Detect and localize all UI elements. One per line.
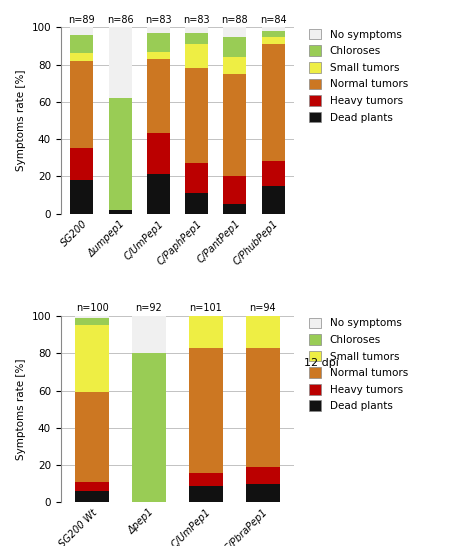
Bar	[70, 54, 93, 61]
Y-axis label: Symptoms rate [%]: Symptoms rate [%]	[16, 358, 26, 460]
Bar	[223, 37, 247, 57]
Text: 12 dpi: 12 dpi	[304, 358, 339, 367]
Bar	[75, 316, 109, 318]
Text: n=86: n=86	[107, 15, 134, 25]
Text: n=83: n=83	[183, 15, 210, 25]
Bar	[223, 204, 247, 213]
Text: n=94: n=94	[249, 303, 276, 313]
Bar	[108, 210, 132, 213]
Bar	[147, 33, 170, 51]
Text: n=100: n=100	[76, 303, 108, 313]
Bar	[185, 44, 208, 68]
Bar	[262, 31, 285, 37]
Legend: No symptoms, Chloroses, Small tumors, Normal tumors, Heavy tumors, Dead plants: No symptoms, Chloroses, Small tumors, No…	[309, 318, 408, 411]
Bar	[108, 27, 132, 98]
Bar	[185, 163, 208, 193]
Bar	[262, 37, 285, 44]
Text: n=83: n=83	[145, 15, 172, 25]
Text: n=84: n=84	[260, 15, 286, 25]
Bar	[70, 180, 93, 213]
Bar	[185, 27, 208, 33]
Bar	[75, 482, 109, 491]
Bar	[223, 176, 247, 204]
Bar	[262, 27, 285, 31]
Bar	[246, 467, 280, 484]
Bar	[185, 193, 208, 213]
Bar	[147, 51, 170, 59]
Text: n=89: n=89	[69, 15, 95, 25]
Bar	[70, 61, 93, 149]
Bar	[75, 318, 109, 325]
Bar	[147, 59, 170, 133]
Bar	[185, 33, 208, 44]
Text: n=92: n=92	[135, 303, 163, 313]
Text: n=88: n=88	[221, 15, 248, 25]
Bar	[246, 348, 280, 467]
Bar	[75, 325, 109, 393]
Bar	[246, 316, 280, 348]
Bar	[246, 484, 280, 502]
Bar	[223, 74, 247, 176]
Bar	[147, 175, 170, 213]
Bar	[132, 353, 166, 502]
Bar	[189, 472, 223, 485]
Bar	[189, 348, 223, 472]
Bar	[262, 162, 285, 186]
Bar	[132, 316, 166, 353]
Bar	[262, 186, 285, 213]
Text: n=101: n=101	[190, 303, 222, 313]
Bar	[75, 491, 109, 502]
Bar	[223, 57, 247, 74]
Bar	[262, 44, 285, 162]
Bar	[147, 27, 170, 33]
Legend: No symptoms, Chloroses, Small tumors, Normal tumors, Heavy tumors, Dead plants: No symptoms, Chloroses, Small tumors, No…	[309, 29, 408, 122]
Bar	[70, 27, 93, 35]
Y-axis label: Symptoms rate [%]: Symptoms rate [%]	[16, 70, 26, 171]
Bar	[70, 149, 93, 180]
Bar	[147, 133, 170, 175]
Bar	[70, 35, 93, 54]
Bar	[75, 393, 109, 482]
Bar	[189, 485, 223, 502]
Bar	[189, 316, 223, 348]
Bar	[185, 68, 208, 163]
Bar	[108, 98, 132, 210]
Bar	[223, 27, 247, 37]
